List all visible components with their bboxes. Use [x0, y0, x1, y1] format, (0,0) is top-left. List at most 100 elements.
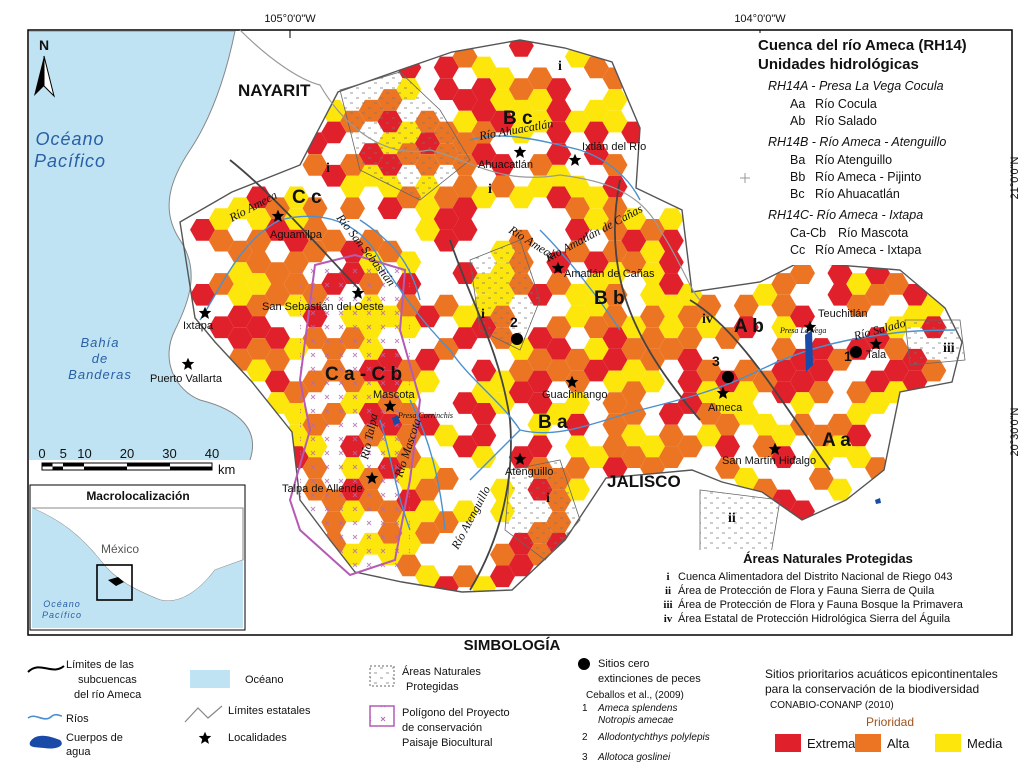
north-arrow: [43, 55, 55, 98]
priority-hex: [827, 284, 853, 306]
lat-label: 20°30'0"N: [1009, 407, 1021, 456]
priority-hex: [265, 197, 290, 219]
legend-swatch: [190, 670, 230, 688]
rivers: [199, 135, 956, 531]
species-code: 2: [582, 732, 588, 743]
priority-hex: [471, 99, 497, 122]
unit-label: B c: [503, 108, 533, 129]
priority-hex: [715, 435, 740, 458]
priority-hex: [415, 348, 440, 371]
priority-hex: [471, 143, 497, 165]
unit-label: B b: [594, 288, 625, 309]
priority-hex: [565, 392, 590, 414]
priority-hex: [452, 500, 478, 523]
priority-hex: [452, 327, 478, 349]
priority-hex: [583, 143, 609, 165]
priority-hex: [246, 229, 272, 252]
locality-label: Teuchitlán: [818, 308, 868, 320]
extinction-site: [722, 371, 734, 383]
priority-hex: [583, 316, 609, 339]
unit-label: B a: [538, 412, 568, 433]
inset-ocean-label: Pacífico: [42, 610, 82, 620]
species-name: Allodontychthys polylepis: [597, 732, 710, 743]
priority-hex: [602, 392, 628, 414]
species-name: Allotoca goslinei: [597, 752, 671, 763]
priority-hex: [227, 262, 253, 284]
priority-hex: [827, 478, 853, 501]
priority-hex: [565, 435, 590, 458]
priority-hex: [658, 251, 684, 274]
priority-hex: [527, 435, 553, 458]
priority-hex: [602, 175, 628, 198]
priority-hex: [471, 186, 497, 209]
priority-hex: [696, 381, 722, 404]
priority-hex: [246, 273, 272, 295]
unit-group: RH14C- Río Ameca - Ixtapa: [768, 208, 923, 222]
lat-label: 21°0'0"N: [1009, 157, 1021, 200]
priority-hex: [677, 435, 703, 458]
inset-ocean: [32, 508, 243, 628]
priority-hex: [733, 316, 759, 339]
priority-hex: [527, 67, 553, 90]
priority-hex: [546, 338, 572, 360]
priority-hex: [452, 197, 478, 219]
unit-code: Ab: [790, 114, 805, 128]
priority-hex: [621, 424, 647, 447]
priority-hex: [208, 316, 234, 339]
legend-swatch: [198, 731, 212, 744]
priority-hex: [227, 327, 253, 349]
legend-label: Paisaje Biocultural: [402, 737, 493, 749]
legend-swatch: [29, 735, 62, 749]
priority-hex: [677, 305, 703, 328]
priority-hex: [808, 424, 834, 447]
priority-hex: [190, 284, 215, 306]
ocean-label: Océano: [35, 129, 104, 149]
priority-hex: [733, 359, 759, 382]
legend-label: Ríos: [66, 713, 89, 725]
priority-hex: [790, 262, 815, 284]
priority-hex: [246, 316, 272, 339]
priority-hex: [546, 121, 572, 144]
priority-hex: [677, 348, 703, 371]
locality-label: San Sebastián del Oeste: [262, 301, 384, 313]
protected-name: Área de Protección de Flora y Fauna Bosq…: [678, 598, 964, 611]
legend-title: SIMBOLOGÍA: [464, 637, 561, 654]
priority-hex: [602, 89, 628, 111]
priority-hex: [471, 78, 497, 100]
protected-name: Cuenca Alimentadora del Distrito Naciona…: [678, 571, 953, 583]
priority-hex: [771, 316, 797, 339]
lon-label: 105°0'0"W: [264, 13, 316, 25]
priority-hex: [565, 284, 590, 306]
priority-hex: [621, 381, 647, 404]
priority-hex: [265, 327, 290, 349]
priority-hex: [452, 110, 478, 133]
priority-hex: [321, 121, 347, 144]
protected-label: ii: [728, 511, 736, 526]
priority-hex: [283, 208, 309, 230]
priority-hex: [227, 240, 253, 263]
species-code: 3: [582, 752, 588, 763]
legend-label: Sitios cero: [598, 658, 649, 670]
lon-label: 104°0'0"W: [734, 13, 786, 25]
priority-hex: [902, 370, 928, 393]
priority-hex: [696, 294, 722, 317]
priority-hex: [490, 543, 515, 566]
priority-hex: [415, 478, 440, 501]
unit-name: Río Salado: [815, 114, 877, 128]
priority-hex: [508, 359, 534, 382]
priority-hex: [190, 219, 215, 241]
priority-hex: [227, 197, 253, 219]
inset-highlight: [96, 564, 133, 601]
priority-label: Alta: [887, 736, 910, 751]
priority-hex: [621, 251, 647, 274]
priority-hex: [471, 576, 497, 592]
legend-label: Sitios prioritarios acuáticos epicontine…: [765, 667, 998, 681]
priority-hex: [546, 143, 572, 165]
priority-hex: [621, 446, 647, 468]
priority-hex: [658, 273, 684, 295]
priority-hex: [602, 370, 628, 393]
priority-hex: [415, 413, 440, 436]
priority-hex: [865, 370, 890, 393]
biocultural-fill: [300, 260, 410, 570]
unit-name: Río Ahuacatlán: [815, 187, 900, 201]
